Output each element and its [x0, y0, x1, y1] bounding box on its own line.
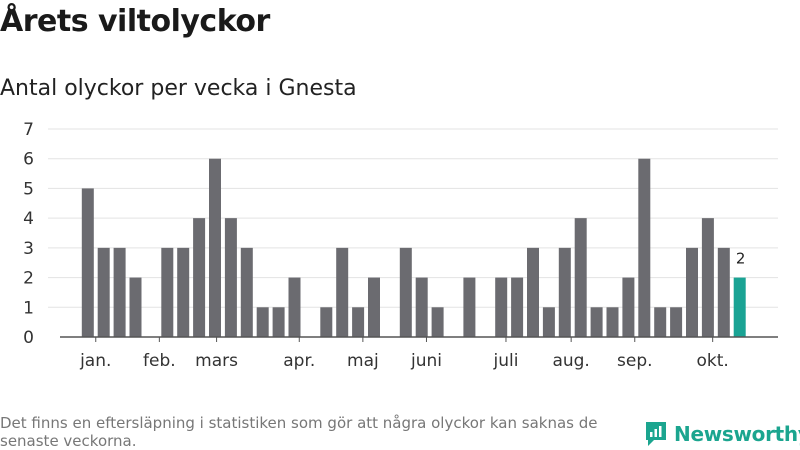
bar — [495, 277, 508, 337]
bar — [224, 218, 237, 337]
bar — [209, 158, 221, 337]
bar — [542, 307, 555, 337]
bar — [686, 247, 698, 337]
x-tick-label: sep. — [617, 351, 653, 371]
bar — [558, 247, 571, 337]
logo-text: Newsworthy — [674, 422, 800, 446]
bar — [606, 307, 619, 337]
bar — [622, 277, 635, 337]
x-tick-label: mars — [195, 351, 238, 371]
bar — [463, 277, 476, 337]
chart-title: Årets viltolyckor — [0, 4, 270, 39]
y-tick-label: 6 — [23, 150, 34, 170]
bar — [113, 247, 126, 337]
y-tick-label: 2 — [23, 269, 34, 289]
y-tick-label: 4 — [23, 209, 34, 229]
x-tick-label: juni — [410, 351, 442, 371]
y-tick-label: 5 — [23, 179, 34, 199]
y-tick-label: 7 — [23, 120, 34, 140]
bar — [511, 277, 524, 337]
y-tick-label: 0 — [23, 328, 34, 348]
x-tick-label: feb. — [143, 351, 176, 371]
chart-subtitle: Antal olyckor per vecka i Gnesta — [0, 76, 357, 101]
bar — [240, 247, 253, 337]
bar — [97, 247, 110, 337]
newsworthy-logo-icon — [646, 422, 666, 446]
highlight-bar — [733, 277, 746, 337]
x-tick-label: maj — [347, 351, 379, 371]
bar-chart: 0 1 2 3 4 5 6 7 2 jan. feb. mars apr. maj juni juli aug.… — [23, 120, 778, 371]
x-tick-label: jan. — [79, 351, 111, 371]
bar — [272, 307, 285, 337]
bar — [717, 247, 730, 337]
bar — [193, 218, 206, 337]
bar — [527, 247, 539, 337]
y-tick-label: 3 — [23, 239, 34, 259]
footnote: Det finns en eftersläpning i statistiken… — [0, 414, 598, 450]
bar — [368, 277, 380, 337]
bar — [352, 307, 365, 337]
x-tick-label: aug. — [552, 351, 589, 371]
bar — [415, 277, 428, 337]
bar — [161, 247, 174, 337]
y-tick-label: 1 — [23, 298, 34, 318]
x-tick-label: juli — [492, 351, 518, 371]
bar — [177, 247, 190, 337]
bar — [638, 158, 651, 337]
bar — [431, 307, 444, 337]
data-label: 2 — [736, 250, 746, 268]
x-tick-label: apr. — [283, 351, 315, 371]
bar — [654, 307, 667, 337]
bar — [288, 277, 301, 337]
bar — [129, 277, 142, 337]
x-tick-label: okt. — [697, 351, 729, 371]
bar — [336, 247, 349, 337]
bar — [701, 218, 714, 337]
bar — [590, 307, 603, 337]
bar — [399, 247, 412, 337]
bar — [574, 218, 587, 337]
bar — [670, 307, 683, 337]
bar — [320, 307, 333, 337]
newsworthy-logo: Newsworthy — [644, 420, 800, 448]
bar — [256, 307, 269, 337]
bar — [81, 188, 94, 337]
